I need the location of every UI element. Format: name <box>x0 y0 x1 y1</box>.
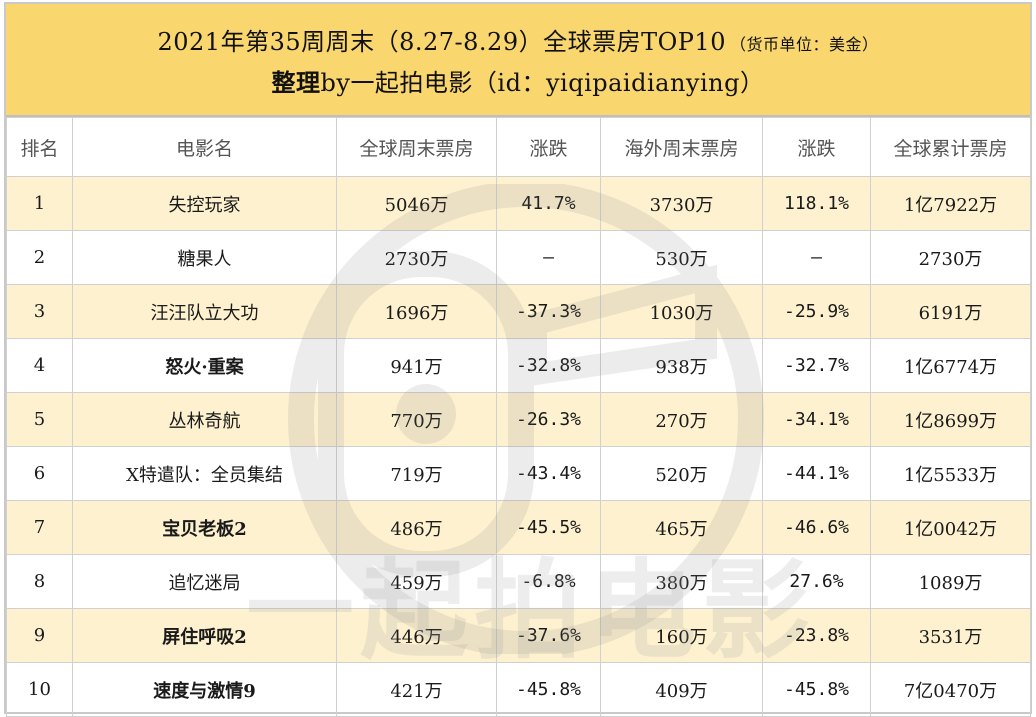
cell-global-change: -37.6% <box>496 608 601 663</box>
cell-global-change: -6.8% <box>496 554 601 609</box>
table-row: 5 丛林奇航 770万 -26.3% 270万 -34.1% 1亿8699万 <box>6 392 1031 447</box>
cell-rank: 9 <box>6 608 73 663</box>
table-row: 6 X特遣队：全员集结 719万 -43.4% 520万 -44.1% 1亿5533万 <box>6 446 1031 501</box>
cell-overseas-weekend: 3730万 <box>600 176 763 231</box>
cell-film: 速度与激情9 <box>72 662 337 717</box>
box-office-sheet: 2021年第35周周末（8.27-8.29）全球票房TOP10 （货币单位：美金）… <box>4 2 1032 717</box>
subtitle-bold: 整理 <box>271 67 321 97</box>
cell-overseas-weekend: 409万 <box>600 662 763 717</box>
cell-global-weekend: 719万 <box>336 446 497 501</box>
cell-overseas-change: – <box>762 230 871 285</box>
table-row: 10 速度与激情9 421万 -45.8% 409万 -45.8% 7亿0470万 <box>6 662 1031 717</box>
cell-overseas-weekend: 465万 <box>600 500 763 555</box>
cell-global-change: -26.3% <box>496 392 601 447</box>
cell-global-weekend: 5046万 <box>336 176 497 231</box>
cell-global-weekend: 486万 <box>336 500 497 555</box>
header-global-weekend: 全球周末票房 <box>336 117 497 177</box>
cell-rank: 3 <box>6 284 73 339</box>
title-band: 2021年第35周周末（8.27-8.29）全球票房TOP10 （货币单位：美金）… <box>6 4 1030 117</box>
cell-global-change: -45.8% <box>496 662 601 717</box>
cell-overseas-change: -46.6% <box>762 500 871 555</box>
cell-cumulative: 1亿6774万 <box>870 338 1031 393</box>
cell-cumulative: 6191万 <box>870 284 1031 339</box>
cell-global-change: -37.3% <box>496 284 601 339</box>
cell-rank: 5 <box>6 392 73 447</box>
table-row: 4 怒火·重案 941万 -32.8% 938万 -32.7% 1亿6774万 <box>6 338 1031 393</box>
cell-overseas-weekend: 270万 <box>600 392 763 447</box>
page-subtitle: 整理by一起拍电影（id：yiqipaidianying） <box>272 63 765 98</box>
cell-cumulative: 1亿8699万 <box>870 392 1031 447</box>
currency-unit-note: （货币单位：美金） <box>729 34 879 54</box>
header-overseas-weekend: 海外周末票房 <box>600 117 763 177</box>
cell-overseas-change: 118.1% <box>762 176 871 231</box>
header-cumulative: 全球累计票房 <box>870 117 1031 177</box>
cell-global-weekend: 421万 <box>336 662 497 717</box>
cell-overseas-change: -23.8% <box>762 608 871 663</box>
cell-global-weekend: 770万 <box>336 392 497 447</box>
cell-film: 屏住呼吸2 <box>72 608 337 663</box>
cell-rank: 4 <box>6 338 73 393</box>
cell-rank: 7 <box>6 500 73 555</box>
cell-overseas-change: -32.7% <box>762 338 871 393</box>
cell-global-change: 41.7% <box>496 176 601 231</box>
header-film: 电影名 <box>72 117 337 177</box>
page-title: 2021年第35周周末（8.27-8.29）全球票房TOP10 （货币单位：美金） <box>158 22 879 57</box>
header-rank: 排名 <box>6 117 73 177</box>
cell-cumulative: 1亿0042万 <box>870 500 1031 555</box>
cell-film: 糖果人 <box>72 230 337 285</box>
cell-global-change: – <box>496 230 601 285</box>
cell-film: X特遣队：全员集结 <box>72 446 337 501</box>
cell-cumulative: 7亿0470万 <box>870 662 1031 717</box>
table-row: 8 追忆迷局 459万 -6.8% 380万 27.6% 1089万 <box>6 554 1031 609</box>
cell-overseas-weekend: 1030万 <box>600 284 763 339</box>
cell-film: 丛林奇航 <box>72 392 337 447</box>
cell-global-weekend: 459万 <box>336 554 497 609</box>
cell-global-change: -45.5% <box>496 500 601 555</box>
cell-cumulative: 1亿5533万 <box>870 446 1031 501</box>
cell-global-weekend: 2730万 <box>336 230 497 285</box>
cell-global-weekend: 1696万 <box>336 284 497 339</box>
cell-global-change: -43.4% <box>496 446 601 501</box>
cell-global-change: -32.8% <box>496 338 601 393</box>
cell-overseas-weekend: 530万 <box>600 230 763 285</box>
cell-overseas-weekend: 380万 <box>600 554 763 609</box>
table-header-row: 排名 电影名 全球周末票房 涨跌 海外周末票房 涨跌 全球累计票房 <box>6 117 1031 177</box>
table-row: 1 失控玩家 5046万 41.7% 3730万 118.1% 1亿7922万 <box>6 176 1031 231</box>
table-row: 3 汪汪队立大功 1696万 -37.3% 1030万 -25.9% 6191万 <box>6 284 1031 339</box>
box-office-table: 排名 电影名 全球周末票房 涨跌 海外周末票房 涨跌 全球累计票房 1 失控玩家 5… <box>6 117 1031 717</box>
cell-cumulative: 1亿7922万 <box>870 176 1031 231</box>
subtitle-source: by一起拍电影（id：yiqipaidianying） <box>320 68 765 97</box>
cell-rank: 8 <box>6 554 73 609</box>
cell-global-weekend: 446万 <box>336 608 497 663</box>
cell-overseas-change: -25.9% <box>762 284 871 339</box>
header-global-change: 涨跌 <box>496 117 601 177</box>
cell-overseas-change: -44.1% <box>762 446 871 501</box>
cell-overseas-change: 27.6% <box>762 554 871 609</box>
title-text: 2021年第35周周末（8.27-8.29）全球票房TOP10 <box>157 27 726 56</box>
cell-film: 怒火·重案 <box>72 338 337 393</box>
cell-rank: 6 <box>6 446 73 501</box>
table-row: 2 糖果人 2730万 –530万 –2730万 <box>6 230 1031 285</box>
cell-film: 宝贝老板2 <box>72 500 337 555</box>
cell-overseas-weekend: 160万 <box>600 608 763 663</box>
cell-overseas-change: -45.8% <box>762 662 871 717</box>
cell-cumulative: 1089万 <box>870 554 1031 609</box>
table-row: 9 屏住呼吸2 446万 -37.6% 160万 -23.8% 3531万 <box>6 608 1031 663</box>
cell-overseas-weekend: 938万 <box>600 338 763 393</box>
cell-rank: 2 <box>6 230 73 285</box>
cell-film: 追忆迷局 <box>72 554 337 609</box>
cell-rank: 1 <box>6 176 73 231</box>
cell-global-weekend: 941万 <box>336 338 497 393</box>
cell-film: 失控玩家 <box>72 176 337 231</box>
cell-cumulative: 2730万 <box>870 230 1031 285</box>
cell-cumulative: 3531万 <box>870 608 1031 663</box>
cell-rank: 10 <box>6 662 73 717</box>
cell-film: 汪汪队立大功 <box>72 284 337 339</box>
header-overseas-change: 涨跌 <box>762 117 871 177</box>
cell-overseas-weekend: 520万 <box>600 446 763 501</box>
cell-overseas-change: -34.1% <box>762 392 871 447</box>
table-row: 7 宝贝老板2 486万 -45.5% 465万 -46.6% 1亿0042万 <box>6 500 1031 555</box>
